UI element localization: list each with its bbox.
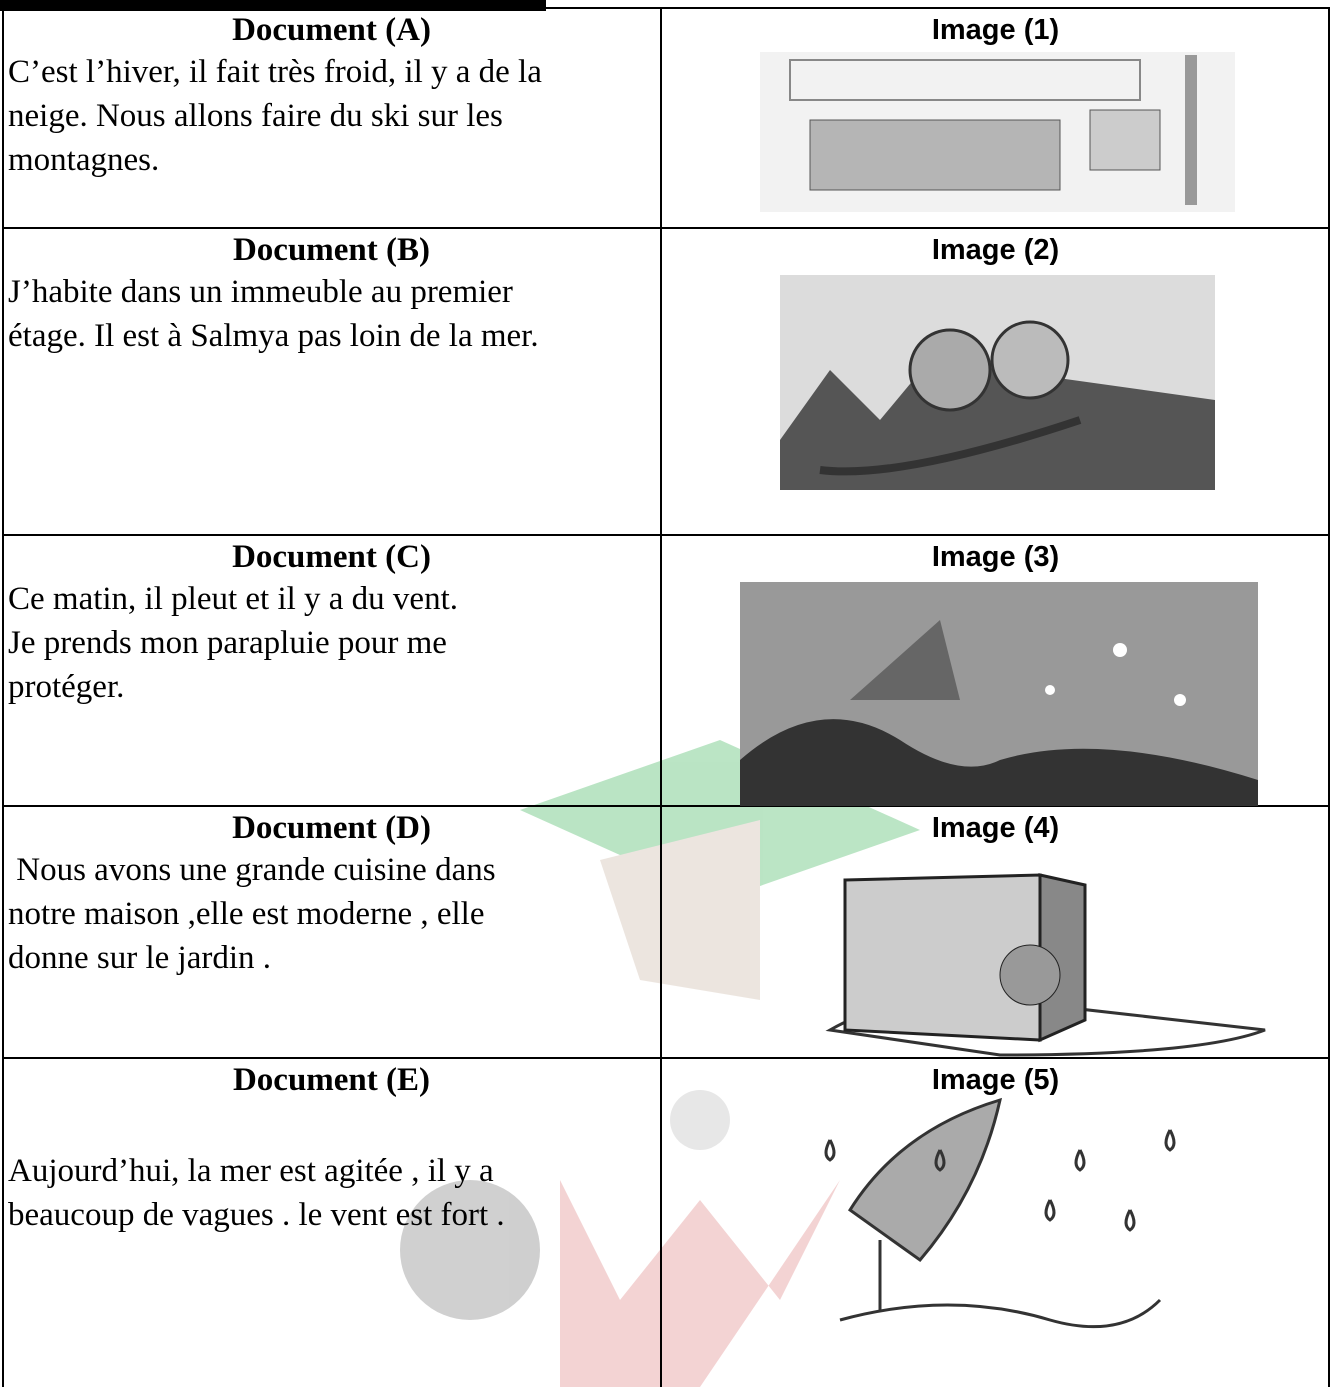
image-label: Image (2) xyxy=(931,234,1060,266)
document-title: Document (B) xyxy=(232,232,431,268)
heading-fragment xyxy=(0,0,546,11)
image-2 xyxy=(780,275,1215,490)
document-line: notre maison ,elle est moderne , elle xyxy=(8,896,485,932)
document-line: Aujourd’hui, la mer est agitée , il y a xyxy=(8,1153,494,1189)
image-5 xyxy=(824,1097,1176,1329)
grid xyxy=(2,7,1330,1387)
document-line: Ce matin, il pleut et il y a du vent. xyxy=(8,581,458,617)
document-line: Nous avons une grande cuisine dans xyxy=(8,852,496,888)
document-title: Document (A) xyxy=(232,12,431,48)
image-label: Image (4) xyxy=(931,812,1060,844)
image-4 xyxy=(825,873,1266,1057)
document-line: donne sur le jardin . xyxy=(8,940,272,976)
document-title: Document (C) xyxy=(232,539,431,575)
document-line: Je prends mon parapluie pour me xyxy=(8,625,447,661)
document-line: étage. Il est à Salmya pas loin de la me… xyxy=(8,318,539,354)
document-line: montagnes. xyxy=(8,142,160,178)
document-title: Document (D) xyxy=(232,810,431,846)
image-1 xyxy=(760,52,1235,212)
image-label: Image (3) xyxy=(931,541,1060,573)
image-label: Image (5) xyxy=(931,1064,1060,1096)
image-label: Image (1) xyxy=(931,14,1060,46)
image-3 xyxy=(740,582,1258,806)
document-line: neige. Nous allons faire du ski sur les xyxy=(8,98,503,134)
document-line: beaucoup de vagues . le vent est fort . xyxy=(8,1197,505,1233)
document-line: J’habite dans un immeuble au premier xyxy=(8,274,513,310)
document-line: C’est l’hiver, il fait très froid, il y … xyxy=(8,54,542,90)
watermark xyxy=(400,740,920,1387)
document-title: Document (E) xyxy=(232,1062,431,1098)
document-line: protéger. xyxy=(8,669,125,705)
